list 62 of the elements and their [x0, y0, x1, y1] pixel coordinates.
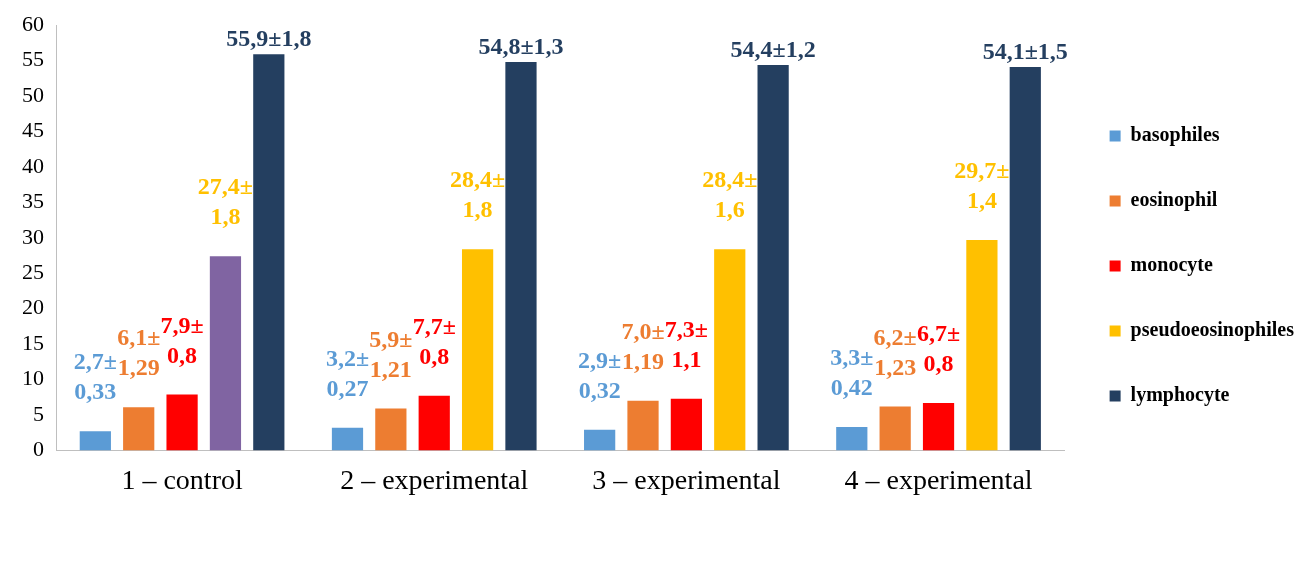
data-label: 27,4± 1,8: [197, 173, 254, 230]
y-tick-label: 55: [22, 46, 44, 72]
y-tick-label: 50: [22, 81, 44, 107]
bar: [1009, 67, 1041, 451]
x-tick-label: 3 – experimental: [592, 463, 781, 495]
bar: [757, 64, 789, 451]
y-tick-label: 5: [33, 400, 44, 426]
bar: [627, 400, 659, 451]
bar: [79, 431, 111, 451]
bar: [375, 408, 407, 451]
bar: [123, 407, 155, 451]
data-label: 3,2± 0,27: [325, 344, 370, 401]
data-label: 6,2± 1,23: [873, 323, 917, 380]
bar: [418, 395, 450, 451]
bar: [670, 398, 702, 451]
data-label: 7,9± 0,8: [160, 311, 204, 368]
bar: [714, 249, 746, 451]
legend-label: basophiles: [1130, 123, 1220, 147]
legend-label: pseudoeosinophiles: [1130, 318, 1295, 342]
y-tick-label: 60: [22, 10, 44, 36]
y-tick-label: 35: [22, 188, 44, 214]
y-tick-label: 10: [22, 365, 44, 391]
data-label: 7,7± 0,8: [412, 313, 456, 370]
data-label: 28,4± 1,6: [702, 166, 758, 223]
x-tick-label: 1 – control: [121, 463, 243, 495]
data-label: 29,7± 1,4: [954, 157, 1010, 214]
y-tick-label: 45: [22, 117, 44, 143]
x-tick-label: 2 – experimental: [340, 463, 529, 495]
bar: [584, 429, 616, 451]
bar: [461, 249, 494, 451]
data-label: 54,1±1,5: [982, 38, 1068, 65]
data-label: 2,9± 0,32: [578, 347, 622, 404]
legend-label: eosinophil: [1130, 188, 1218, 212]
data-label: 2,7± 0,33: [73, 348, 117, 405]
bar: [209, 256, 242, 451]
legend-label: monocyte: [1130, 253, 1213, 277]
data-label: 55,9±1,8: [226, 25, 312, 52]
bar: [253, 54, 285, 451]
data-label: 6,1± 1,29: [117, 324, 161, 381]
y-tick-label: 30: [22, 223, 44, 249]
data-label: 28,4± 1,8: [450, 166, 506, 223]
y-tick-label: 15: [22, 329, 44, 355]
data-label: 7,3± 1,1: [664, 315, 708, 372]
y-tick-label: 40: [22, 152, 44, 178]
data-label: 3,3± 0,42: [830, 344, 874, 401]
y-tick-label: 0: [33, 436, 44, 462]
data-label: 5,9± 1,21: [369, 325, 413, 382]
bar: [966, 239, 998, 451]
data-label: 6,7± 0,8: [916, 320, 961, 377]
data-label: 54,4±1,2: [730, 36, 816, 63]
x-tick-label: 4 – experimental: [844, 463, 1033, 495]
y-tick-label: 20: [22, 294, 44, 320]
bar: [922, 402, 955, 451]
data-label: 54,8±1,3: [478, 33, 564, 60]
bar: [331, 427, 364, 451]
bar: [505, 62, 537, 451]
legend-label: lymphocyte: [1130, 383, 1230, 407]
data-label: 7,0± 1,19: [621, 318, 665, 374]
bar: [879, 406, 911, 451]
bar: [836, 427, 868, 451]
y-tick-label: 25: [22, 259, 44, 285]
bar: [166, 394, 198, 451]
